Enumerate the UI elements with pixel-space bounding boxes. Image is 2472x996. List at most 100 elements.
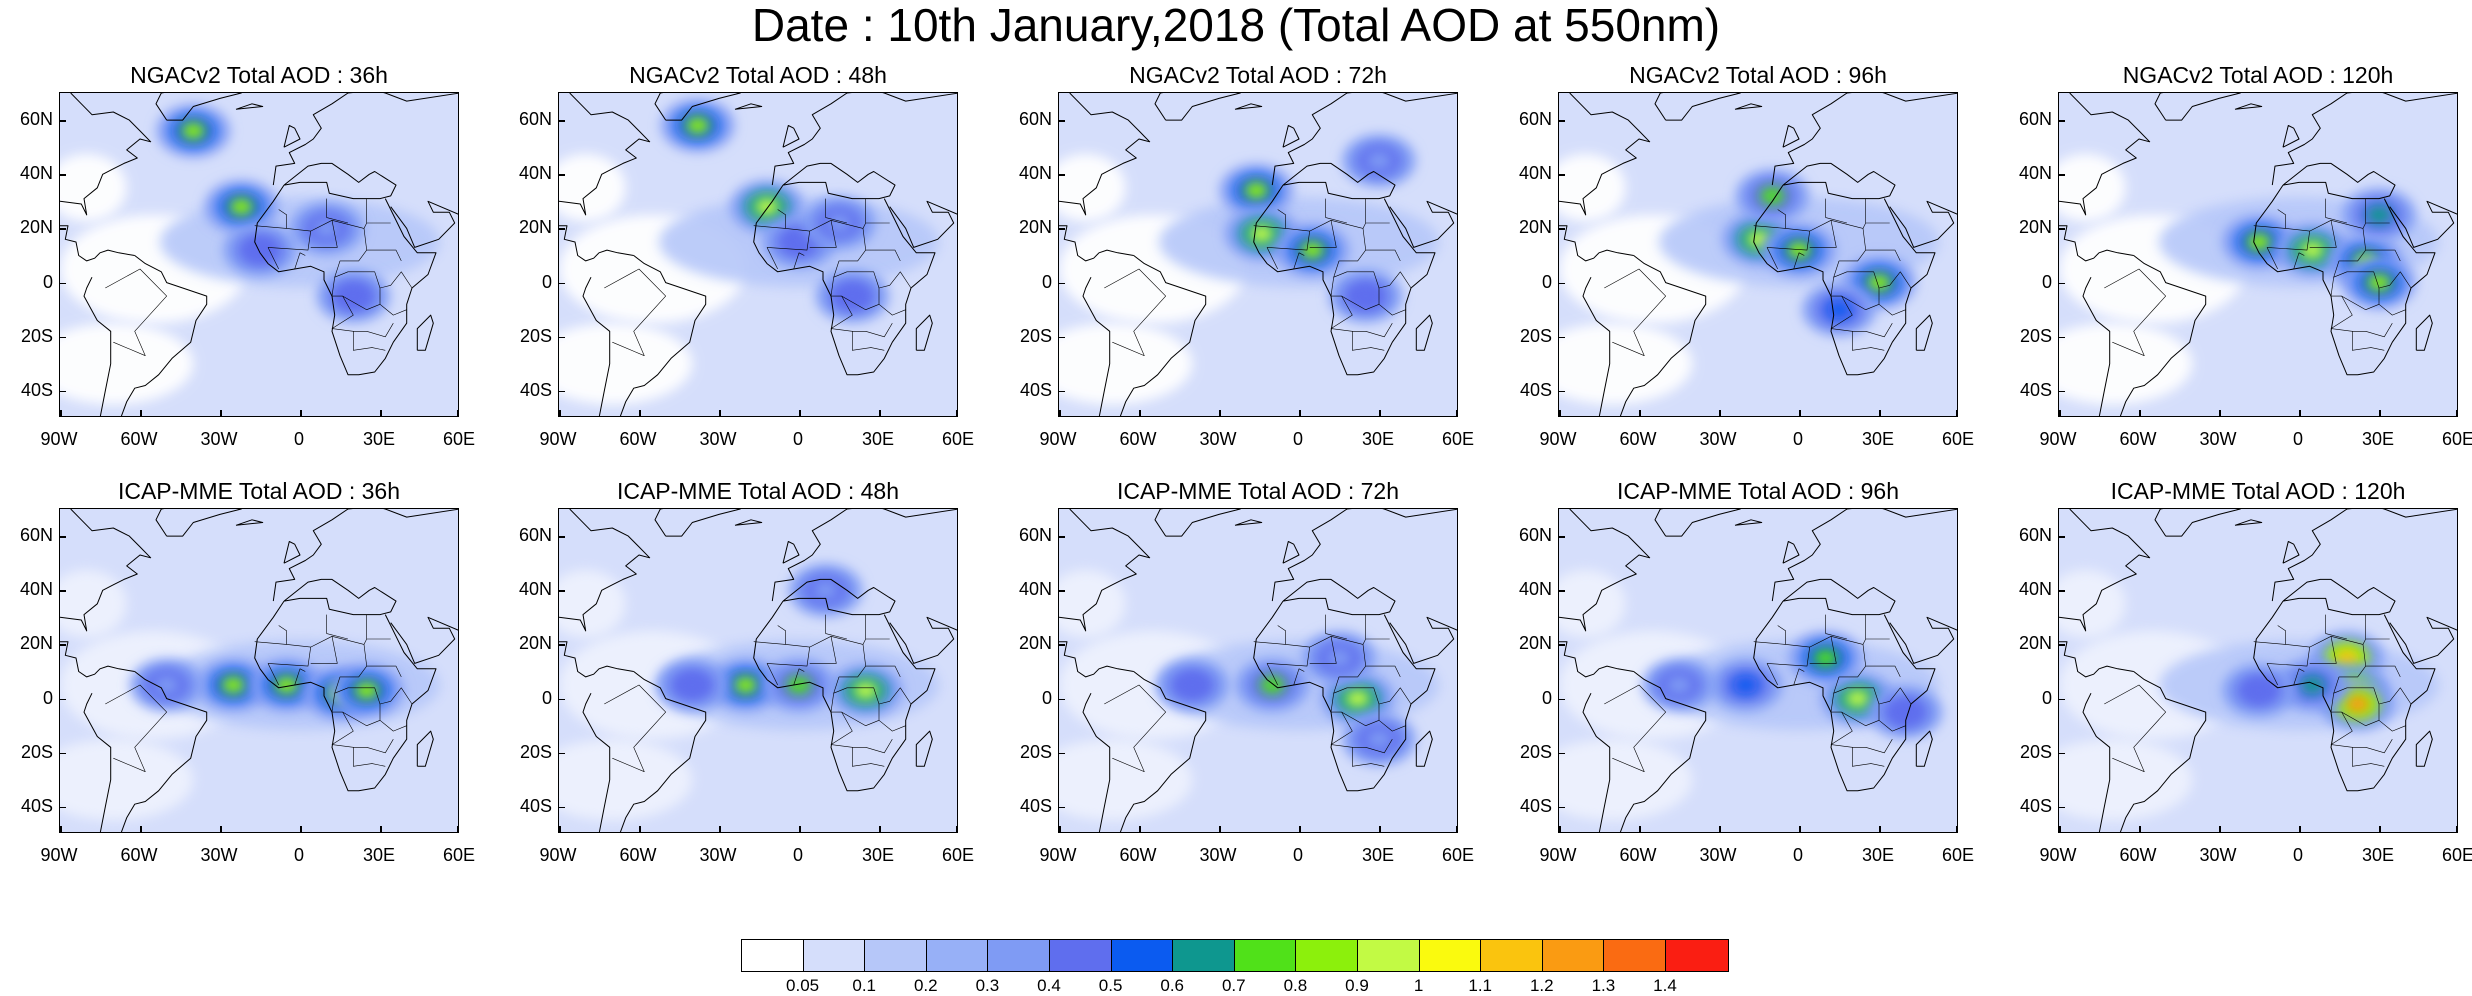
colorbar-box (1049, 940, 1112, 971)
lat-label: 0 (541, 687, 552, 708)
lon-label: 30W (1699, 845, 1737, 865)
lon-label: 30W (200, 429, 238, 449)
coastline (2082, 255, 2207, 416)
lon-label: 0 (2292, 429, 2303, 449)
coastline (2282, 162, 2396, 200)
lon-tick (559, 826, 561, 832)
country-border (1104, 684, 1166, 773)
colorbar-label: 1.3 (1591, 976, 1616, 995)
aod-map (1558, 92, 1958, 417)
coastline (1782, 578, 1896, 616)
country-border (379, 720, 407, 732)
country-border (1766, 247, 1778, 270)
coastline (1753, 184, 1936, 376)
country-border (1865, 249, 1901, 262)
coastline (559, 93, 651, 216)
coastline (2282, 578, 2396, 616)
coastline (283, 578, 397, 616)
country-border (2293, 668, 2305, 686)
country-border (2333, 260, 2380, 289)
lat-tick (60, 336, 66, 339)
lon-tick (639, 410, 641, 416)
lon-tick (1059, 826, 1061, 832)
panel-title: NGACv2 Total AOD : 48h (629, 62, 887, 88)
country-border (830, 711, 893, 754)
lon-label: 60E (2441, 429, 2472, 449)
coastline (60, 225, 135, 262)
colorbar-box (1296, 940, 1358, 971)
colorbar-box (865, 940, 927, 971)
country-border (1809, 636, 1837, 664)
colorbar-box (1173, 940, 1235, 971)
country-border (825, 198, 848, 224)
coastline (771, 93, 957, 186)
aod-plume (2299, 676, 2325, 695)
lon-tick (2219, 826, 2221, 832)
lon-label: 90W (1039, 845, 1077, 865)
lon-tick (1299, 826, 1301, 832)
lon-label: 60E (1941, 429, 1975, 449)
colorbar-label: 0.7 (1221, 976, 1246, 995)
coastline (1253, 184, 1436, 376)
lat-label: 40N (19, 579, 53, 600)
country-border (366, 665, 402, 678)
coastline (1582, 255, 1707, 416)
lat-label: 20N (1018, 217, 1052, 238)
lon-label: 30W (1199, 429, 1237, 449)
aod-plume (1826, 300, 1852, 319)
country-border (286, 636, 368, 678)
lon-tick (1956, 826, 1957, 832)
coastline (1559, 93, 1651, 216)
lon-tick (300, 410, 302, 416)
coastline (416, 730, 434, 767)
lat-tick (2059, 228, 2065, 230)
lat-label: 20S (20, 325, 53, 346)
lon-tick (1559, 826, 1561, 832)
country-border (1325, 614, 1348, 640)
lat-label: 0 (42, 271, 53, 292)
country-border (785, 636, 867, 678)
country-border (294, 668, 306, 686)
lon-tick (2379, 826, 2381, 832)
lat-tick (559, 390, 565, 393)
aod-map (558, 92, 958, 417)
country-border (1253, 625, 1286, 645)
aod-plume (220, 676, 246, 695)
lat-tick (1559, 698, 1565, 701)
aod-plume (839, 287, 865, 306)
lat-label: 20S (1019, 741, 1052, 762)
lon-label: 30W (699, 845, 737, 865)
lat-tick (2059, 752, 2065, 755)
country-border (1266, 247, 1278, 270)
lat-tick (1059, 282, 1065, 285)
colorbar-label: 1 (1413, 976, 1424, 995)
aod-plume (1893, 703, 1919, 722)
colorbar-label: 0.6 (1160, 976, 1184, 995)
lon-label: 0 (792, 845, 803, 865)
lon-label: 60E (1441, 429, 1475, 449)
lon-tick (2059, 410, 2061, 416)
lat-label: 60N (19, 109, 53, 130)
lat-label: 40S (20, 795, 53, 816)
country-border (267, 647, 311, 667)
coastline (1389, 616, 1457, 664)
coastline (390, 616, 458, 664)
coastline (272, 509, 458, 602)
colorbar-label: 0.9 (1345, 976, 1369, 995)
lat-tick (1559, 752, 1565, 755)
country-border (865, 249, 901, 262)
lon-tick (1956, 410, 1957, 416)
country-border (310, 220, 338, 248)
country-border (830, 693, 880, 726)
lon-tick (1456, 410, 1457, 416)
lat-label: 60N (518, 525, 552, 546)
aod-plume (2299, 241, 2325, 260)
lon-label: 90W (40, 845, 78, 865)
country-border (352, 747, 386, 767)
coastline (1271, 509, 1457, 602)
country-border (1330, 295, 1393, 338)
country-border (1833, 676, 1880, 705)
lon-label: 30E (1861, 845, 1895, 865)
lat-tick (2059, 806, 2065, 809)
aod-plume (1345, 689, 1371, 708)
